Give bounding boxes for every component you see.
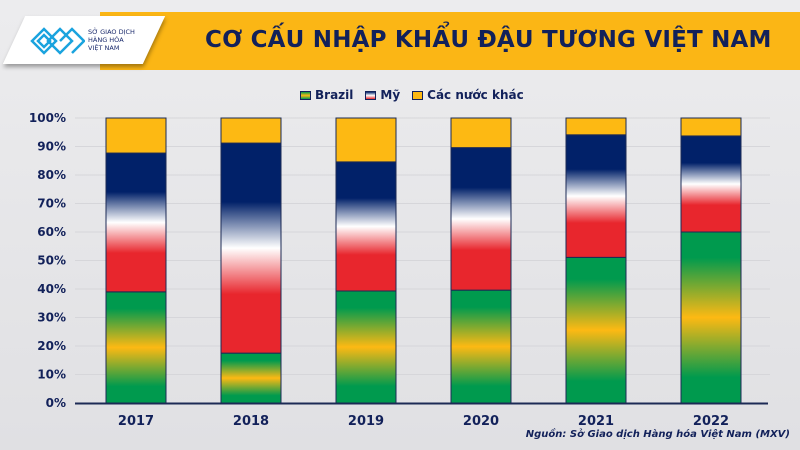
bar-2017-brazil	[105, 291, 167, 404]
bar-2018-các-nước-khác	[220, 117, 282, 144]
y-tick-label: 10%	[37, 368, 66, 382]
bar-2017-các-nước-khác	[105, 117, 167, 154]
bar-2022-các-nước-khác	[680, 117, 742, 137]
x-tick-label: 2020	[463, 414, 499, 429]
bar-2022-mỹ	[680, 135, 742, 233]
title-banner	[100, 12, 800, 70]
legend-item-other: Các nước khác	[412, 88, 524, 102]
bar-2020-mỹ	[450, 147, 512, 291]
page-title: CƠ CẤU NHẬP KHẨU ĐẬU TƯƠNG VIỆT NAM	[205, 27, 772, 53]
y-tick-label: 0%	[46, 396, 66, 410]
logo-text: SỞ GIAO DỊCH HÀNG HÓA VIỆT NAM	[88, 28, 135, 52]
bar-2020-brazil	[450, 289, 512, 404]
y-tick-label: 30%	[37, 311, 66, 325]
legend-swatch	[365, 90, 377, 100]
bar-2021-mỹ	[565, 134, 627, 258]
bar-2021-các-nước-khác	[565, 117, 627, 136]
logo-line: SỞ GIAO DỊCH	[88, 28, 135, 36]
bar-2020-các-nước-khác	[450, 117, 512, 149]
x-tick-label: 2018	[233, 414, 269, 429]
y-tick-label: 70%	[37, 197, 66, 211]
legend-label: Brazil	[315, 88, 354, 102]
legend-swatch	[300, 90, 311, 100]
legend-swatch	[412, 90, 424, 100]
legend: Brazil Mỹ Các nước khác	[300, 88, 524, 102]
bar-2022-brazil	[680, 231, 742, 404]
legend-item-my: Mỹ	[365, 88, 400, 102]
y-tick-label: 60%	[37, 225, 66, 239]
x-tick-label: 2017	[118, 414, 154, 429]
bar-2019-brazil	[335, 290, 397, 404]
mxv-logo-icon	[30, 27, 85, 55]
logo-line: HÀNG HÓA	[88, 36, 124, 44]
y-tick-label: 50%	[37, 254, 66, 268]
legend-label: Các nước khác	[427, 88, 524, 102]
y-tick-label: 20%	[37, 339, 66, 353]
bar-2021-brazil	[565, 256, 627, 404]
bar-2018-brazil	[220, 352, 282, 404]
source-note: Nguồn: Sở Giao dịch Hàng hóa Việt Nam (M…	[525, 429, 790, 440]
legend-label: Mỹ	[380, 88, 401, 102]
bar-2019-các-nước-khác	[335, 117, 397, 163]
y-tick-label: 90%	[37, 140, 66, 154]
x-tick-label: 2019	[348, 414, 384, 429]
y-tick-label: 40%	[37, 282, 66, 296]
legend-item-brazil: Brazil	[300, 88, 353, 102]
bar-2019-mỹ	[335, 161, 397, 292]
bar-2018-mỹ	[220, 142, 282, 354]
y-tick-label: 100%	[29, 111, 66, 125]
logo-line: VIỆT NAM	[88, 44, 120, 52]
y-tick-label: 80%	[37, 168, 66, 182]
x-tick-label: 2021	[578, 414, 614, 429]
bar-2017-mỹ	[105, 152, 167, 293]
x-tick-label: 2022	[693, 414, 729, 429]
